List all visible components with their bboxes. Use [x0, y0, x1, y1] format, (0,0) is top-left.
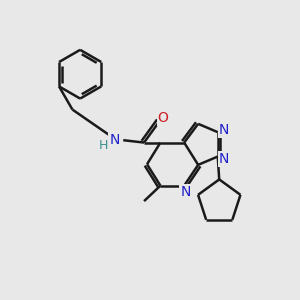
Text: O: O [158, 111, 169, 125]
Text: N: N [109, 133, 119, 147]
Text: N: N [219, 123, 230, 137]
Text: N: N [219, 152, 230, 166]
Text: H: H [99, 139, 109, 152]
Text: N: N [181, 185, 191, 199]
